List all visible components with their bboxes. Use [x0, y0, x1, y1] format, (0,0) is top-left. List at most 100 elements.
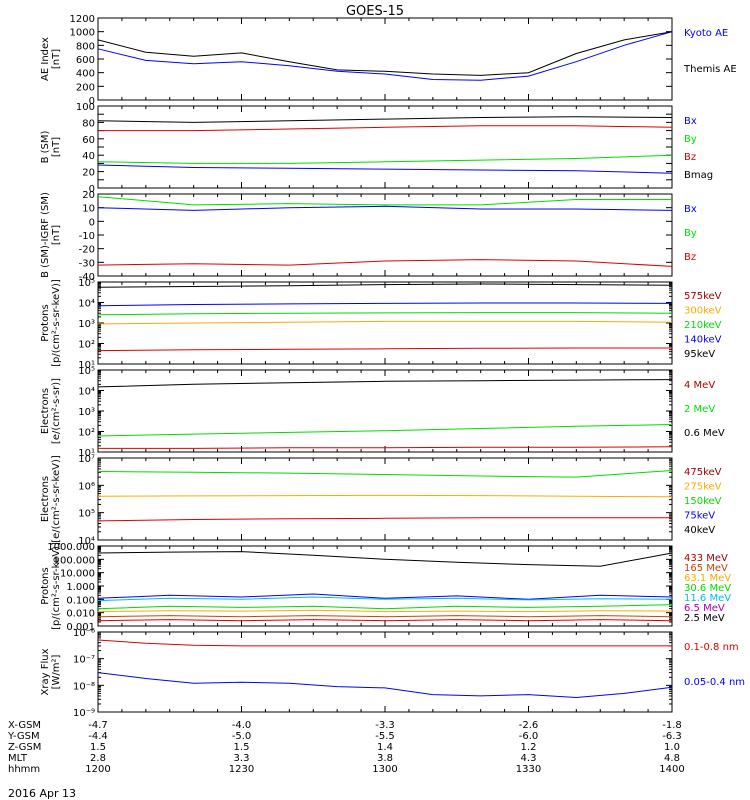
panel-6: 10⁴ 10⁵ 10⁶ 10⁷ Electrons[e/(cm²-s-sr-keV)] 4… [40, 454, 722, 547]
y-tick-label: 10³ [78, 319, 95, 330]
panel-frame [97, 631, 673, 713]
y-tick-label: 20 [82, 190, 95, 201]
y-axis-label-line: Protons [40, 567, 51, 604]
y-tick-label: 10⁷ [78, 454, 95, 465]
legend-entry: 0.1-0.8 nm [684, 642, 739, 653]
legend-entry: Bx [684, 116, 697, 127]
y-tick-label: 10² [78, 428, 95, 439]
y-tick-label: 100 [76, 102, 95, 113]
series-line-165-MeV [97, 615, 673, 618]
y-tick-label: 10³ [78, 407, 95, 418]
y-tick-label: 10⁴ [78, 387, 95, 398]
legend-entry: 2.5 MeV [684, 613, 725, 624]
panel-frame [97, 369, 673, 453]
footer-value: 2.8 [90, 753, 106, 764]
y-tick-label: 20 [82, 168, 95, 179]
footer-value: -6.3 [662, 731, 682, 742]
y-tick-label: 1000.000 [47, 542, 95, 553]
legend-entry: Bmag [684, 170, 713, 181]
footer-value: 1300 [372, 764, 397, 775]
legend-entry: 4 MeV [684, 380, 715, 391]
y-tick-label: 10⁵ [78, 366, 95, 377]
y-tick-label: 10⁻⁸ [73, 681, 95, 692]
y-tick-label: 1200 [70, 14, 95, 25]
y-tick-label: 0.001 [66, 622, 95, 633]
y-tick-label: 60 [82, 135, 95, 146]
y-tick-label: 10⁴ [78, 536, 95, 547]
panel-8: 10⁻⁹ 10⁻⁸ 10⁻⁷ 10⁻⁶ Xray Flux[W/m²] 0.1-0.8 n… [40, 628, 745, 719]
y-axis-label: B (SM)[nT] [40, 130, 62, 163]
series-line-Bx [97, 164, 673, 174]
y-axis-label: Protons[p/(cm²-s-sr-keV)] [40, 542, 62, 630]
y-tick-label: 10⁵ [78, 509, 95, 520]
footer-value: -5.0 [232, 731, 252, 742]
panel-frame [97, 457, 673, 541]
panel-1: 0 200 400 600 800 1000 1200 AE Index[nT] Kyoto A… [40, 14, 737, 107]
y-tick-label: 0 [89, 96, 95, 107]
panel-7: 0.001 0.010 0.100 1.000 10.000 100.000 1000.00… [40, 542, 731, 633]
y-tick-label: 600 [76, 55, 95, 66]
footer-row-label: hhmm [8, 764, 40, 775]
y-axis-label: B (SM)-IGRF (SM)[nT] [40, 192, 62, 278]
legend-entry: 210keV [684, 320, 722, 331]
legend-entry: By [684, 134, 697, 145]
series-line-Bx [97, 205, 673, 211]
legend-entry: Kyoto AE [684, 28, 728, 39]
y-tick-label: -20 [79, 245, 95, 256]
footer-value: 4.3 [521, 753, 537, 764]
legend-entry: Bz [684, 252, 696, 263]
y-tick-label: 10 [82, 204, 95, 215]
series-line-575keV [97, 283, 673, 288]
footer-ephemeris: X-GSM -4.7 -4.0 -3.3 -2.6 -1.8 Y-GSM -4.4 -5.0 -5… [7, 720, 685, 775]
y-tick-label: 10⁴ [78, 299, 95, 310]
y-tick-label: 0 [89, 184, 95, 195]
legend-entry: 0.05-0.4 nm [684, 677, 745, 688]
y-axis-label-line: [W/m²] [51, 654, 62, 689]
series-line-Bmag [97, 116, 673, 123]
y-axis-label: Protons[p/(cm²-s-sr-keV)] [40, 279, 62, 367]
series-line-475keV [97, 517, 672, 522]
legend-entry: By [684, 228, 697, 239]
y-axis-label-line: [p/(cm²-s-sr-keV)] [51, 279, 62, 367]
footer-row-label: X-GSM [8, 720, 41, 731]
series-line-By [97, 154, 673, 164]
footer-value: 1.4 [377, 742, 393, 753]
panel-frame [97, 17, 673, 101]
legend-entry: 63.1 MeV [684, 573, 731, 584]
legend-entry: 433 MeV [684, 553, 728, 564]
series-line-95keV [97, 347, 672, 352]
y-tick-label: 10⁻⁷ [73, 655, 95, 666]
y-tick-label: 0.010 [66, 609, 95, 620]
legend-entry: 2 MeV [684, 404, 715, 415]
y-axis-label-line: Protons [40, 304, 51, 341]
series-line-2.5-MeV [97, 551, 673, 567]
footer-row-label: Y-GSM [7, 731, 40, 742]
y-axis-label: Electrons[e/(cm²-s-sr-keV)] [40, 455, 62, 543]
footer-value: 3.3 [234, 753, 250, 764]
series-line-210keV [97, 312, 673, 316]
series-line-Themis-AE [97, 31, 673, 76]
series-line-0.05-0.4-nm [97, 672, 673, 699]
panel-frame [97, 545, 673, 627]
series-line-140keV [97, 320, 673, 325]
series-line-6.5-MeV [97, 593, 673, 600]
y-axis-label-line: B (SM)-IGRF (SM) [40, 192, 51, 278]
footer-value: -5.5 [375, 731, 395, 742]
y-tick-label: -40 [79, 272, 95, 283]
y-tick-label: 10⁻⁹ [73, 708, 95, 719]
footer-value: 1230 [229, 764, 254, 775]
legend-entry: 575keV [684, 291, 722, 302]
legend-entry: Bz [684, 152, 696, 163]
legend-entry: 300keV [684, 306, 722, 317]
y-tick-label: -30 [79, 258, 95, 269]
legend-entry: 11.6 MeV [684, 593, 731, 604]
series-line-2-MeV [97, 424, 673, 437]
y-tick-label: 100.000 [54, 555, 95, 566]
footer-value: 1200 [85, 764, 110, 775]
series-line-433-MeV [97, 619, 673, 622]
y-axis-label-line: Xray Flux [40, 648, 51, 695]
panel-2: 0 20 40 60 80 100 B (SM)[nT] Bx By Bz Bmag [40, 102, 713, 195]
series-line-11.6-MeV [97, 596, 673, 602]
series-line-40keV [97, 470, 673, 478]
y-tick-label: -10 [79, 231, 95, 242]
